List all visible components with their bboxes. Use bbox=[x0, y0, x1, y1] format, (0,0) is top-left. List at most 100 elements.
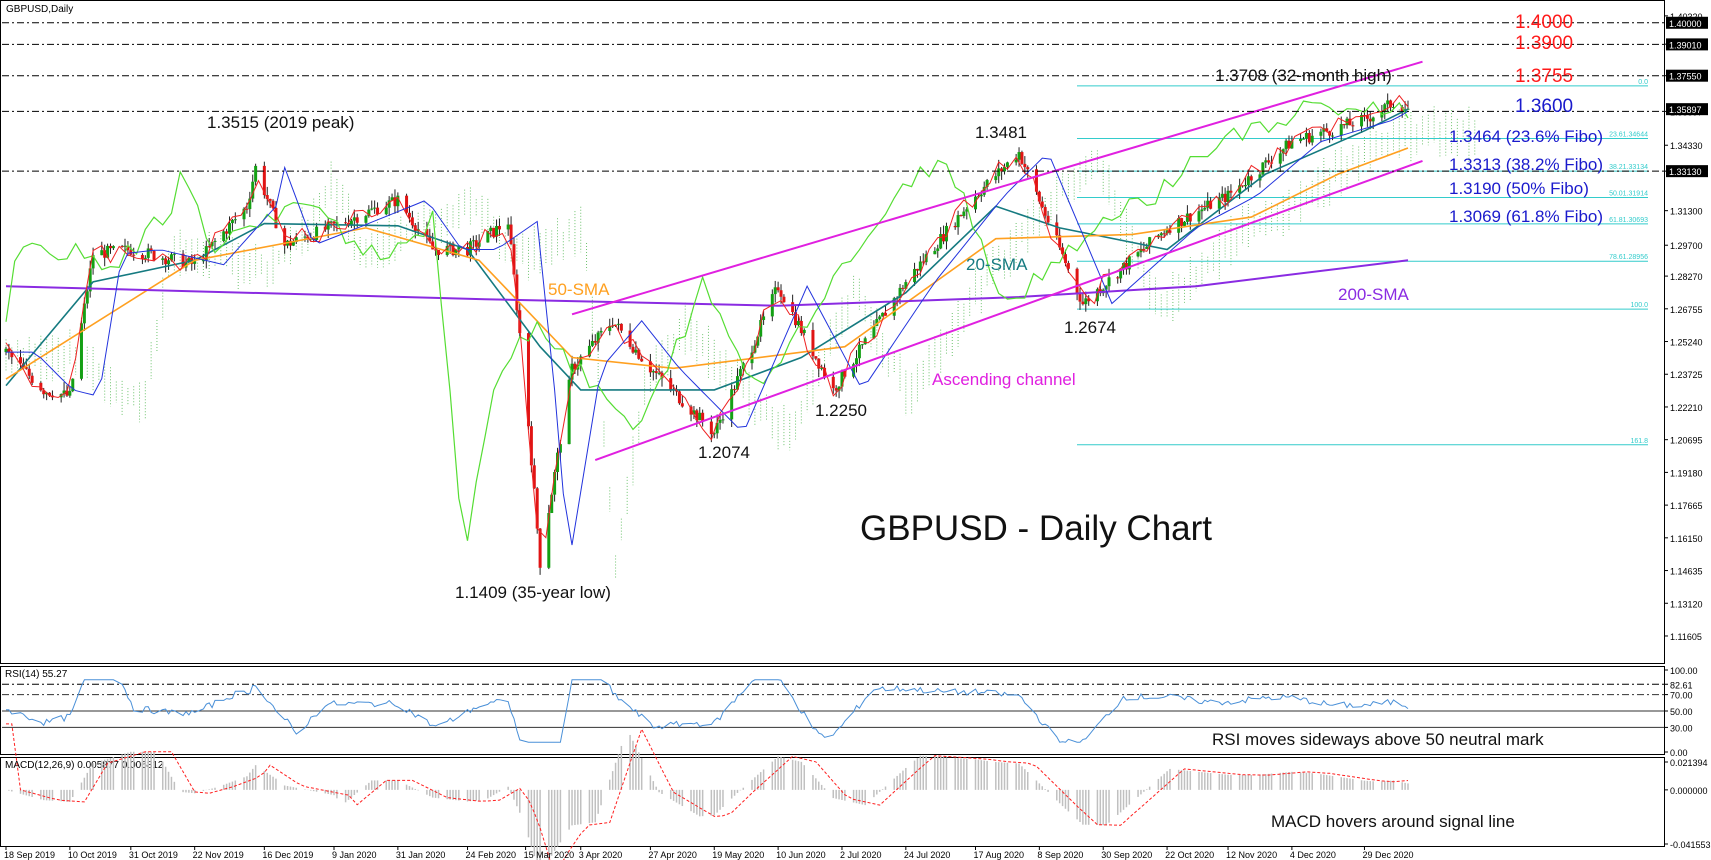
candle-body bbox=[616, 323, 620, 325]
candle-body bbox=[608, 325, 612, 331]
candle-body bbox=[637, 349, 641, 359]
x-tick-label: 27 Apr 2020 bbox=[648, 850, 697, 860]
annotation-32-month-high: 1.3708 (32-month high) bbox=[1215, 66, 1392, 85]
candle-body bbox=[506, 224, 510, 230]
candle-body bbox=[695, 410, 699, 421]
candle-body bbox=[878, 316, 882, 320]
candle-body bbox=[1351, 125, 1355, 127]
candle-body bbox=[1197, 211, 1201, 222]
x-tick-label: 9 Jan 2020 bbox=[332, 850, 377, 860]
candle-body bbox=[1209, 200, 1213, 209]
candle-body bbox=[1066, 263, 1070, 269]
candle-body bbox=[558, 444, 562, 453]
level-label-fibo-23: 1.3464 (23.6% Fibo) bbox=[1449, 127, 1603, 146]
candle-body bbox=[721, 419, 725, 421]
candle-body bbox=[233, 219, 237, 221]
axis-price-tag-label: 1.37550 bbox=[1669, 72, 1702, 82]
y-tick-label: 1.31300 bbox=[1670, 207, 1703, 217]
candle-body bbox=[709, 421, 713, 435]
series-line-50-sma bbox=[5, 147, 1409, 380]
candle-body bbox=[776, 287, 780, 291]
candle-body bbox=[288, 240, 292, 246]
candle-body bbox=[1017, 152, 1021, 160]
candle-body bbox=[1058, 235, 1062, 248]
x-tick-label: 8 Sep 2020 bbox=[1037, 850, 1083, 860]
candle-body bbox=[42, 390, 46, 395]
candle-body bbox=[837, 386, 841, 391]
candle-body bbox=[712, 433, 716, 435]
rsi-line bbox=[6, 679, 1409, 743]
candle-body bbox=[1241, 185, 1245, 187]
candle-body bbox=[184, 261, 188, 268]
level-label-fibo-38: 1.3313 (38.2% Fibo) bbox=[1449, 155, 1603, 174]
candle-body bbox=[79, 323, 83, 379]
candle-body bbox=[1177, 218, 1181, 233]
candle-body bbox=[556, 452, 560, 473]
candle-body bbox=[733, 389, 737, 391]
candle-body bbox=[410, 217, 414, 226]
candle-body bbox=[222, 231, 226, 241]
candle-body bbox=[567, 379, 571, 445]
candle-body bbox=[1348, 118, 1352, 126]
candle-body bbox=[942, 234, 946, 242]
candle-body bbox=[820, 367, 824, 369]
candle-body bbox=[904, 282, 908, 289]
candle-body bbox=[1206, 200, 1210, 208]
y-tick-label: 1.22210 bbox=[1670, 403, 1703, 413]
candle-body bbox=[1238, 185, 1242, 193]
candle-body bbox=[831, 376, 835, 389]
candle-body bbox=[489, 227, 493, 231]
candle-body bbox=[91, 255, 95, 269]
candle-body bbox=[82, 303, 86, 324]
candle-body bbox=[857, 344, 861, 359]
candle-body bbox=[1391, 107, 1395, 109]
x-tick-label: 12 Nov 2020 bbox=[1226, 850, 1277, 860]
candle-body bbox=[1319, 131, 1323, 136]
candle-body bbox=[1226, 190, 1230, 203]
candle-body bbox=[648, 361, 652, 373]
candle-body bbox=[181, 253, 185, 268]
channel-upper-line bbox=[571, 60, 1423, 316]
candle-body bbox=[1243, 185, 1247, 187]
axis-price-tag bbox=[1666, 69, 1708, 82]
candle-body bbox=[596, 332, 600, 343]
candle-body bbox=[143, 257, 147, 259]
candle-body bbox=[248, 198, 252, 210]
candle-body bbox=[1217, 197, 1221, 209]
kijun-line bbox=[6, 110, 1409, 546]
y-tick-label: 1.11605 bbox=[1670, 632, 1702, 642]
candle-body bbox=[451, 243, 455, 256]
candle-body bbox=[1005, 162, 1009, 167]
candle-body bbox=[1107, 277, 1111, 287]
annotation-low-1-2250: 1.2250 bbox=[815, 401, 867, 420]
candle-body bbox=[854, 358, 858, 365]
candle-body bbox=[701, 412, 705, 422]
candle-body bbox=[936, 248, 940, 251]
y-tick-label: 1.26755 bbox=[1670, 305, 1703, 315]
x-tick-label: 2 Jul 2020 bbox=[840, 850, 882, 860]
candle-body bbox=[466, 246, 470, 256]
candle-body bbox=[959, 215, 963, 217]
candle-body bbox=[796, 320, 800, 326]
candle-body bbox=[840, 370, 844, 387]
candle-body bbox=[367, 209, 371, 217]
candle-body bbox=[242, 208, 246, 220]
candle-body bbox=[579, 356, 583, 365]
candle-body bbox=[654, 371, 658, 374]
candle-body bbox=[997, 168, 1001, 177]
candle-body bbox=[251, 181, 255, 199]
candle-body bbox=[1104, 286, 1108, 290]
label-20-sma: 20-SMA bbox=[966, 255, 1028, 274]
candle-body bbox=[294, 237, 298, 242]
candle-body bbox=[457, 246, 461, 250]
candle-body bbox=[204, 246, 208, 261]
candle-body bbox=[933, 250, 937, 255]
candle-body bbox=[1220, 193, 1224, 198]
x-tick-label: 22 Nov 2019 bbox=[193, 850, 244, 860]
candle-body bbox=[1061, 247, 1065, 255]
rsi-annotation: RSI moves sideways above 50 neutral mark bbox=[1212, 730, 1544, 749]
candle-body bbox=[111, 246, 115, 249]
candle-body bbox=[120, 246, 124, 248]
candle-body bbox=[1148, 237, 1152, 247]
candle-body bbox=[1365, 115, 1369, 119]
